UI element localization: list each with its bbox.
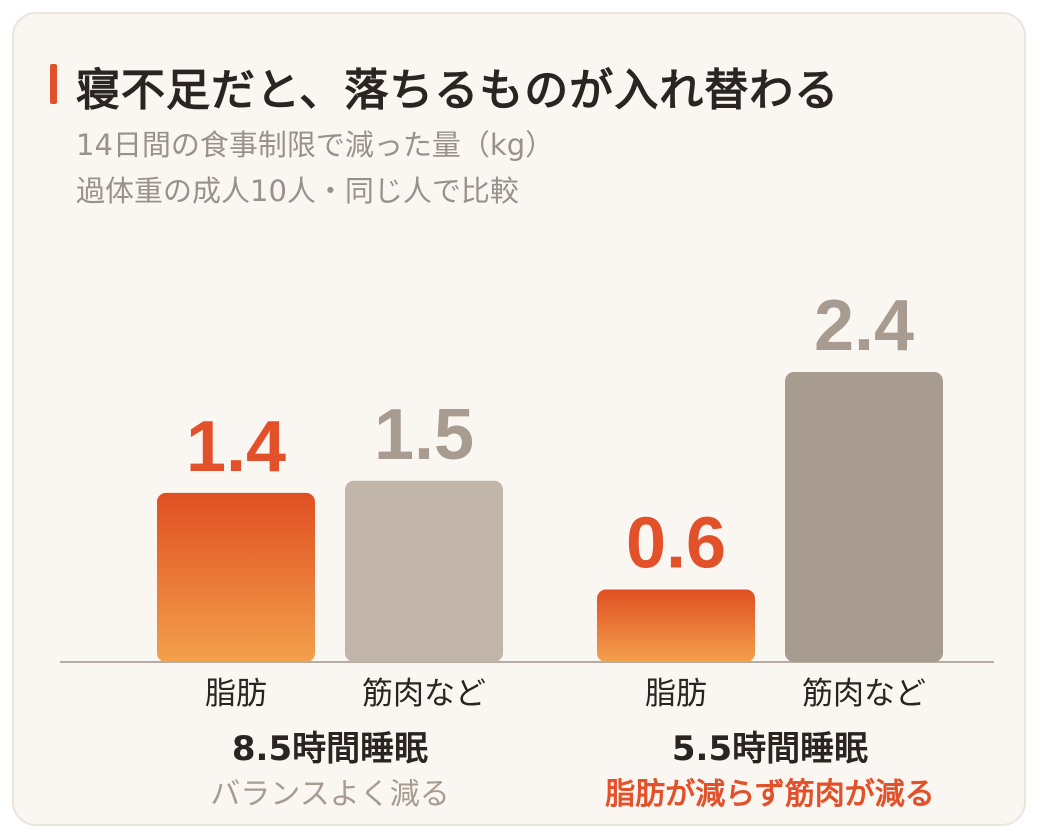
title-accent-bar	[50, 64, 57, 104]
bar-muscle-group-1	[345, 480, 503, 662]
category-label-fat-group-2: 脂肪	[645, 676, 707, 712]
group-note-2: 脂肪が減らず筋肉が減る	[605, 777, 934, 812]
value-label-fat-group-2: 0.6	[626, 504, 726, 584]
bar-fat-group-2	[597, 589, 755, 662]
category-label-fat-group-1: 脂肪	[205, 676, 267, 712]
group-label-2: 5.5時間睡眠	[672, 729, 868, 769]
bar-muscle-group-2	[785, 372, 943, 662]
value-label-muscle-group-2: 2.4	[814, 286, 914, 366]
category-label-muscle-group-1: 筋肉など	[362, 676, 486, 712]
group-label-1: 8.5時間睡眠	[232, 729, 428, 769]
chart-subtitle-1: 14日間の食事制限で減った量（kg）	[76, 128, 555, 162]
value-label-fat-group-1: 1.4	[186, 407, 286, 487]
category-label-muscle-group-2: 筋肉など	[802, 676, 926, 712]
chart-title: 寝不足だと、落ちるものが入れ替わる	[76, 65, 840, 116]
group-note-1: バランスよく減る	[210, 777, 449, 812]
value-label-muscle-group-1: 1.5	[374, 395, 474, 475]
chart-subtitle-2: 過体重の成人10人・同じ人で比較	[76, 174, 519, 208]
bar-fat-group-1	[157, 492, 315, 662]
